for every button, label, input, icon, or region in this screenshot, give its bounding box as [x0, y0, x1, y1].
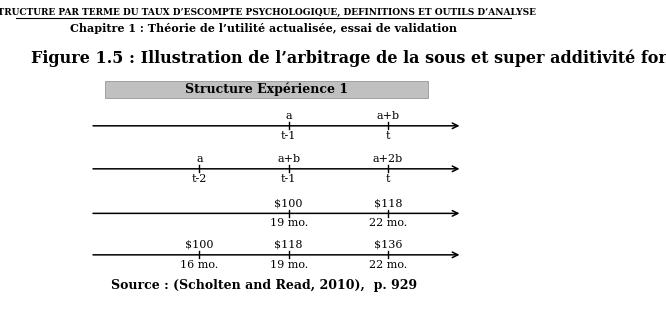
- Text: t: t: [386, 131, 390, 141]
- Text: $100: $100: [274, 198, 303, 208]
- Text: 19 mo.: 19 mo.: [270, 260, 308, 270]
- Text: a+2b: a+2b: [373, 154, 403, 164]
- Text: t-1: t-1: [281, 131, 296, 141]
- Text: 19 mo.: 19 mo.: [270, 218, 308, 228]
- Text: t-1: t-1: [281, 174, 296, 184]
- Text: a: a: [285, 111, 292, 121]
- Text: Structure Expérience 1: Structure Expérience 1: [184, 83, 348, 96]
- Text: t-2: t-2: [192, 174, 207, 184]
- FancyBboxPatch shape: [105, 81, 428, 98]
- Text: Source : (Scholten and Read, 2010),  p. 929: Source : (Scholten and Read, 2010), p. 9…: [111, 279, 417, 292]
- Text: $118: $118: [274, 240, 303, 250]
- Text: $118: $118: [374, 198, 402, 208]
- Text: Chapitre 1 : Théorie de l’utilité actualisée, essai de validation: Chapitre 1 : Théorie de l’utilité actual…: [71, 23, 458, 34]
- Text: STRUCTURE PAR TERME DU TAUX D’ESCOMPTE PSYCHOLOGIQUE, DEFINITIONS ET OUTILS D’AN: STRUCTURE PAR TERME DU TAUX D’ESCOMPTE P…: [0, 8, 536, 17]
- Text: 16 mo.: 16 mo.: [180, 260, 218, 270]
- Text: a: a: [196, 154, 202, 164]
- Text: $136: $136: [374, 240, 402, 250]
- Text: a+b: a+b: [376, 111, 400, 121]
- Text: $100: $100: [185, 240, 214, 250]
- Text: 22 mo.: 22 mo.: [369, 260, 407, 270]
- Text: 22 mo.: 22 mo.: [369, 218, 407, 228]
- Text: t: t: [386, 174, 390, 184]
- Text: a+b: a+b: [277, 154, 300, 164]
- Text: Figure 1.5 : Illustration de l’arbitrage de la sous et super additivité forte: Figure 1.5 : Illustration de l’arbitrage…: [31, 49, 666, 67]
